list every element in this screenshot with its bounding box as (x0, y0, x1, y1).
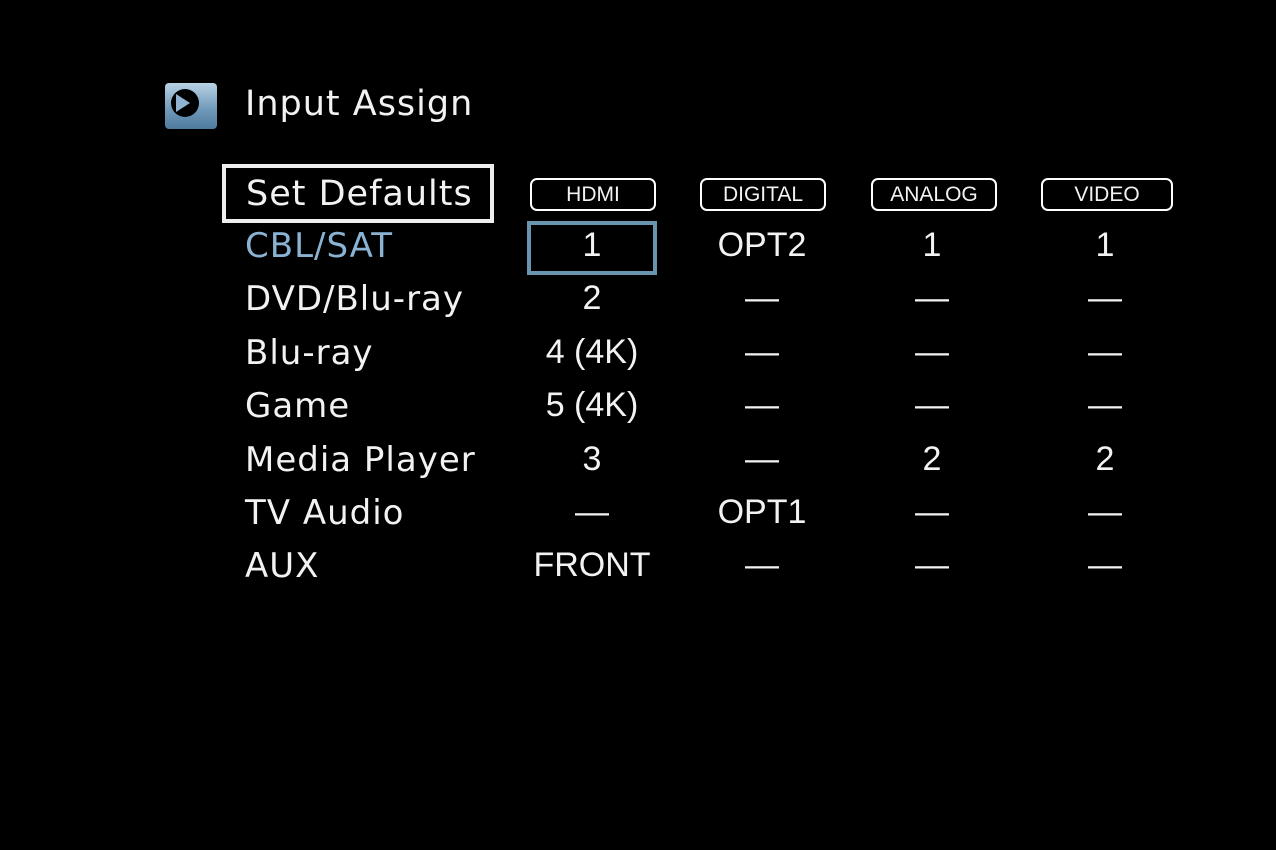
assign-cell-digital[interactable]: — (745, 440, 779, 478)
assign-cell-hdmi[interactable]: 3 (582, 440, 602, 478)
assign-cell-hdmi[interactable]: — (575, 493, 609, 531)
assign-cell-analog[interactable]: 1 (922, 226, 942, 264)
assign-cell-analog[interactable]: — (915, 386, 949, 424)
set-defaults-label: Set Defaults (246, 174, 473, 214)
assign-cell-video[interactable]: — (1088, 493, 1122, 531)
row-label[interactable]: Blu-ray (245, 333, 374, 373)
assign-cell-digital[interactable]: OPT2 (717, 226, 807, 264)
assign-cell-video[interactable]: — (1088, 546, 1122, 584)
row-label[interactable]: Game (245, 386, 351, 426)
assign-cell-analog[interactable]: — (915, 493, 949, 531)
assign-cell-digital[interactable]: — (745, 279, 779, 317)
set-defaults-button[interactable]: Set Defaults (222, 164, 494, 223)
arrow-right-circle-icon (165, 83, 217, 129)
page-title: Input Assign (245, 84, 474, 124)
assign-cell-digital[interactable]: — (745, 333, 779, 371)
assign-cell-video[interactable]: — (1088, 279, 1122, 317)
column-header-digital: DIGITAL (700, 178, 826, 211)
assign-cell-video[interactable]: — (1088, 386, 1122, 424)
row-label[interactable]: CBL/SAT (245, 226, 394, 266)
assign-cell-digital[interactable]: OPT1 (717, 493, 807, 531)
assign-cell-digital[interactable]: — (745, 386, 779, 424)
row-label[interactable]: TV Audio (245, 493, 405, 533)
assign-cell-analog[interactable]: — (915, 546, 949, 584)
assign-cell-video[interactable]: 2 (1095, 440, 1115, 478)
assign-cell-hdmi[interactable]: 2 (582, 279, 602, 317)
row-label[interactable]: AUX (245, 546, 320, 586)
assign-cell-digital[interactable]: — (745, 546, 779, 584)
assign-cell-analog[interactable]: — (915, 279, 949, 317)
assign-cell-video[interactable]: — (1088, 333, 1122, 371)
assign-cell-analog[interactable]: 2 (922, 440, 942, 478)
row-label[interactable]: Media Player (245, 440, 476, 480)
assign-cell-video[interactable]: 1 (1095, 226, 1115, 264)
assign-cell-hdmi[interactable]: 4 (4K) (545, 333, 639, 371)
column-header-hdmi: HDMI (530, 178, 656, 211)
column-header-video: VIDEO (1041, 178, 1173, 211)
assign-cell-hdmi[interactable]: 1 (582, 226, 602, 264)
assign-cell-analog[interactable]: — (915, 333, 949, 371)
assign-cell-hdmi[interactable]: FRONT (533, 546, 651, 584)
assign-cell-hdmi[interactable]: 5 (4K) (545, 386, 639, 424)
selection-cursor (527, 221, 657, 275)
row-label[interactable]: DVD/Blu-ray (245, 279, 465, 319)
column-header-analog: ANALOG (871, 178, 997, 211)
